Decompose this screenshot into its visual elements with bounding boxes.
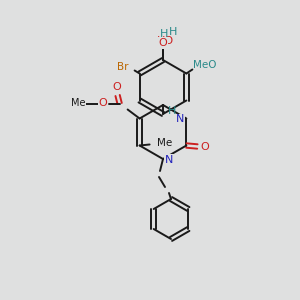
Text: Br: Br (117, 61, 128, 71)
Text: H: H (160, 29, 168, 39)
Text: Me: Me (157, 139, 172, 148)
Text: N: N (176, 115, 184, 124)
Text: O: O (159, 38, 167, 48)
Text: HO: HO (156, 36, 174, 46)
Text: O: O (98, 98, 107, 109)
Text: N: N (165, 155, 173, 165)
Text: O: O (112, 82, 121, 92)
Text: Me: Me (71, 98, 86, 109)
Text: MeO: MeO (193, 59, 216, 70)
Text: H: H (168, 106, 177, 116)
Text: H: H (169, 27, 177, 37)
Text: O: O (200, 142, 209, 152)
